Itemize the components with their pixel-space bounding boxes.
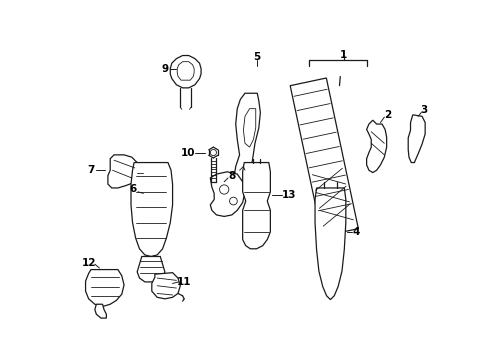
Text: 13: 13	[282, 190, 296, 200]
Text: 6: 6	[130, 184, 137, 194]
Polygon shape	[408, 115, 425, 163]
Polygon shape	[234, 93, 260, 189]
Polygon shape	[131, 163, 172, 256]
Text: 9: 9	[161, 64, 169, 75]
Circle shape	[220, 185, 229, 194]
Text: 2: 2	[385, 110, 392, 120]
Polygon shape	[171, 55, 201, 88]
Text: 7: 7	[87, 165, 95, 175]
Polygon shape	[108, 155, 140, 188]
Circle shape	[229, 197, 237, 205]
Text: 4: 4	[353, 227, 360, 237]
Polygon shape	[95, 304, 106, 318]
Polygon shape	[152, 273, 180, 299]
Text: 3: 3	[421, 105, 428, 115]
Text: 5: 5	[254, 52, 261, 62]
Polygon shape	[367, 120, 387, 172]
Text: 11: 11	[177, 277, 192, 287]
Text: 10: 10	[181, 148, 195, 158]
Polygon shape	[137, 256, 165, 282]
Circle shape	[210, 149, 217, 156]
Polygon shape	[210, 172, 245, 216]
Polygon shape	[243, 163, 270, 249]
Polygon shape	[315, 188, 346, 300]
Text: 8: 8	[228, 171, 236, 181]
Polygon shape	[290, 78, 358, 236]
Text: 12: 12	[82, 258, 97, 267]
Text: 1: 1	[340, 50, 347, 60]
Polygon shape	[86, 270, 124, 306]
